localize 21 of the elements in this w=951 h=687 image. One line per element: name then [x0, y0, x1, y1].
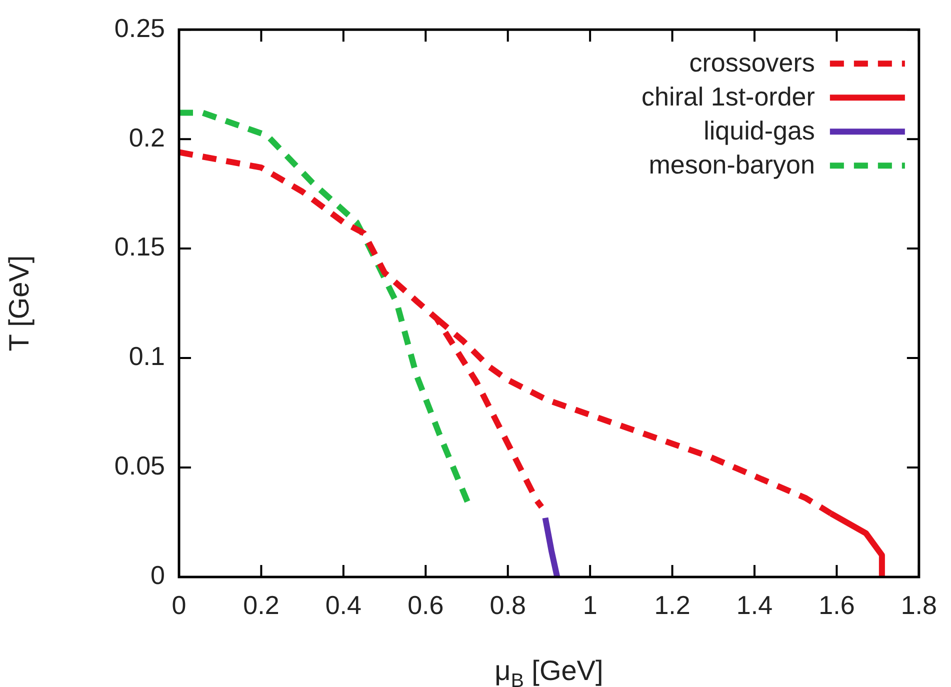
- y-tick-label: 0.2: [128, 122, 165, 152]
- legend-label: crossovers: [689, 48, 815, 78]
- x-tick-label: 1: [582, 590, 598, 620]
- legend-label: liquid-gas: [704, 116, 815, 146]
- x-tick-label: 1.8: [900, 590, 938, 620]
- y-axis-title: T [GeV]: [4, 255, 35, 352]
- x-tick-label: 0.6: [408, 590, 444, 620]
- y-tick-label: 0.05: [114, 450, 165, 481]
- y-tick-label: 0.15: [114, 232, 165, 262]
- x-tick-label: 0: [172, 590, 186, 620]
- x-tick-label: 1.4: [736, 590, 773, 620]
- y-tick-label: 0.1: [128, 341, 165, 372]
- y-tick-label: 0.25: [114, 12, 165, 43]
- legend-label: meson-baryon: [648, 150, 815, 180]
- legend-label: chiral 1st-order: [642, 82, 816, 112]
- x-tick-label: 1.6: [818, 590, 855, 620]
- x-tick-label: 1.2: [654, 590, 690, 620]
- x-tick-label: 0.2: [243, 590, 280, 620]
- x-tick-label: 0.8: [490, 590, 526, 620]
- x-tick-label: 0.4: [325, 590, 362, 620]
- y-tick-label: 0: [150, 560, 165, 590]
